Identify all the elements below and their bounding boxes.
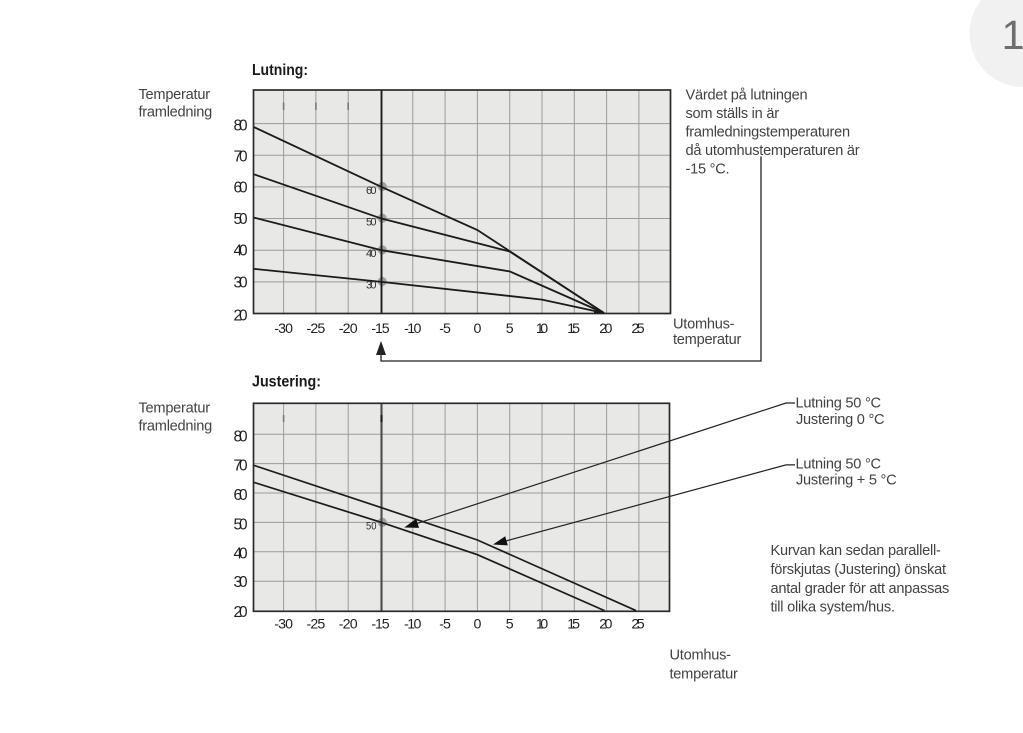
- svg-text:Temperatur: Temperatur: [139, 401, 211, 417]
- svg-text:15: 15: [567, 321, 580, 337]
- svg-text:-10: -10: [404, 321, 421, 337]
- svg-text:Temperatur: Temperatur: [139, 87, 211, 103]
- svg-text:5: 5: [506, 617, 514, 633]
- svg-text:1: 1: [1002, 12, 1023, 58]
- svg-text:temperatur: temperatur: [670, 667, 738, 683]
- svg-text:30: 30: [234, 275, 248, 292]
- svg-text:80: 80: [234, 429, 248, 446]
- svg-text:5: 5: [506, 321, 514, 337]
- svg-text:50: 50: [234, 516, 248, 533]
- svg-text:Justering + 5 °C: Justering + 5 °C: [796, 473, 896, 489]
- svg-text:framledning: framledning: [139, 418, 213, 434]
- svg-text:0: 0: [473, 617, 481, 633]
- svg-text:-20: -20: [339, 321, 358, 337]
- svg-text:till olika system/hus.: till olika system/hus.: [771, 599, 895, 615]
- svg-text:25: 25: [631, 321, 644, 337]
- svg-text:0: 0: [473, 321, 481, 337]
- svg-text:förskjutas (Justering) önskat: förskjutas (Justering) önskat: [771, 562, 946, 578]
- svg-text:70: 70: [234, 458, 248, 475]
- svg-text:50: 50: [366, 520, 377, 532]
- svg-text:Lutning 50 °C: Lutning 50 °C: [796, 395, 881, 411]
- svg-text:50: 50: [234, 211, 248, 228]
- svg-text:60: 60: [234, 180, 248, 197]
- svg-text:10: 10: [536, 321, 548, 337]
- svg-text:Utomhus-: Utomhus-: [670, 648, 732, 664]
- svg-text:Lutning 50 °C: Lutning 50 °C: [796, 456, 881, 472]
- svg-text:25: 25: [631, 617, 644, 633]
- svg-text:-25: -25: [307, 617, 326, 633]
- svg-text:-20: -20: [339, 617, 358, 633]
- svg-text:15: 15: [567, 617, 580, 633]
- svg-text:-25: -25: [307, 321, 326, 337]
- svg-text:20: 20: [234, 604, 248, 621]
- svg-text:-15: -15: [371, 321, 389, 337]
- svg-text:-30: -30: [274, 617, 293, 633]
- svg-text:40: 40: [234, 242, 248, 259]
- svg-text:Lutning:: Lutning:: [252, 62, 308, 79]
- svg-text:Justering:: Justering:: [252, 374, 321, 391]
- svg-text:20: 20: [599, 321, 612, 337]
- svg-text:framledning: framledning: [139, 105, 213, 121]
- svg-text:då utomhustemperaturen är: då utomhustemperaturen är: [686, 143, 860, 159]
- svg-text:30: 30: [366, 280, 377, 292]
- svg-text:20: 20: [599, 617, 612, 633]
- svg-text:Justering 0 °C: Justering 0 °C: [796, 412, 884, 428]
- svg-text:Kurvan kan sedan parallell-: Kurvan kan sedan parallell-: [771, 543, 941, 559]
- svg-text:-10: -10: [404, 617, 421, 633]
- svg-text:60: 60: [234, 487, 248, 504]
- svg-text:antal grader för att anpassas: antal grader för att anpassas: [771, 581, 950, 597]
- svg-text:-15 °C.: -15 °C.: [686, 162, 730, 178]
- svg-text:temperatur: temperatur: [673, 332, 741, 348]
- svg-text:-15: -15: [371, 617, 389, 633]
- svg-text:Värdet på lutningen: Värdet på lutningen: [686, 88, 808, 104]
- svg-text:40: 40: [366, 248, 377, 260]
- svg-text:70: 70: [234, 148, 248, 165]
- svg-text:Utomhus-: Utomhus-: [673, 317, 735, 333]
- svg-text:50: 50: [366, 217, 377, 229]
- svg-text:-5: -5: [439, 617, 451, 633]
- svg-text:60: 60: [366, 185, 377, 197]
- svg-text:10: 10: [536, 617, 548, 633]
- svg-text:-5: -5: [439, 321, 451, 337]
- svg-text:framledningstemperaturen: framledningstemperaturen: [686, 125, 850, 141]
- svg-text:20: 20: [234, 308, 248, 325]
- svg-text:-30: -30: [274, 321, 293, 337]
- svg-text:30: 30: [234, 574, 248, 591]
- svg-text:40: 40: [234, 545, 248, 562]
- svg-text:som ställs in är: som ställs in är: [686, 106, 780, 122]
- svg-text:80: 80: [234, 118, 248, 135]
